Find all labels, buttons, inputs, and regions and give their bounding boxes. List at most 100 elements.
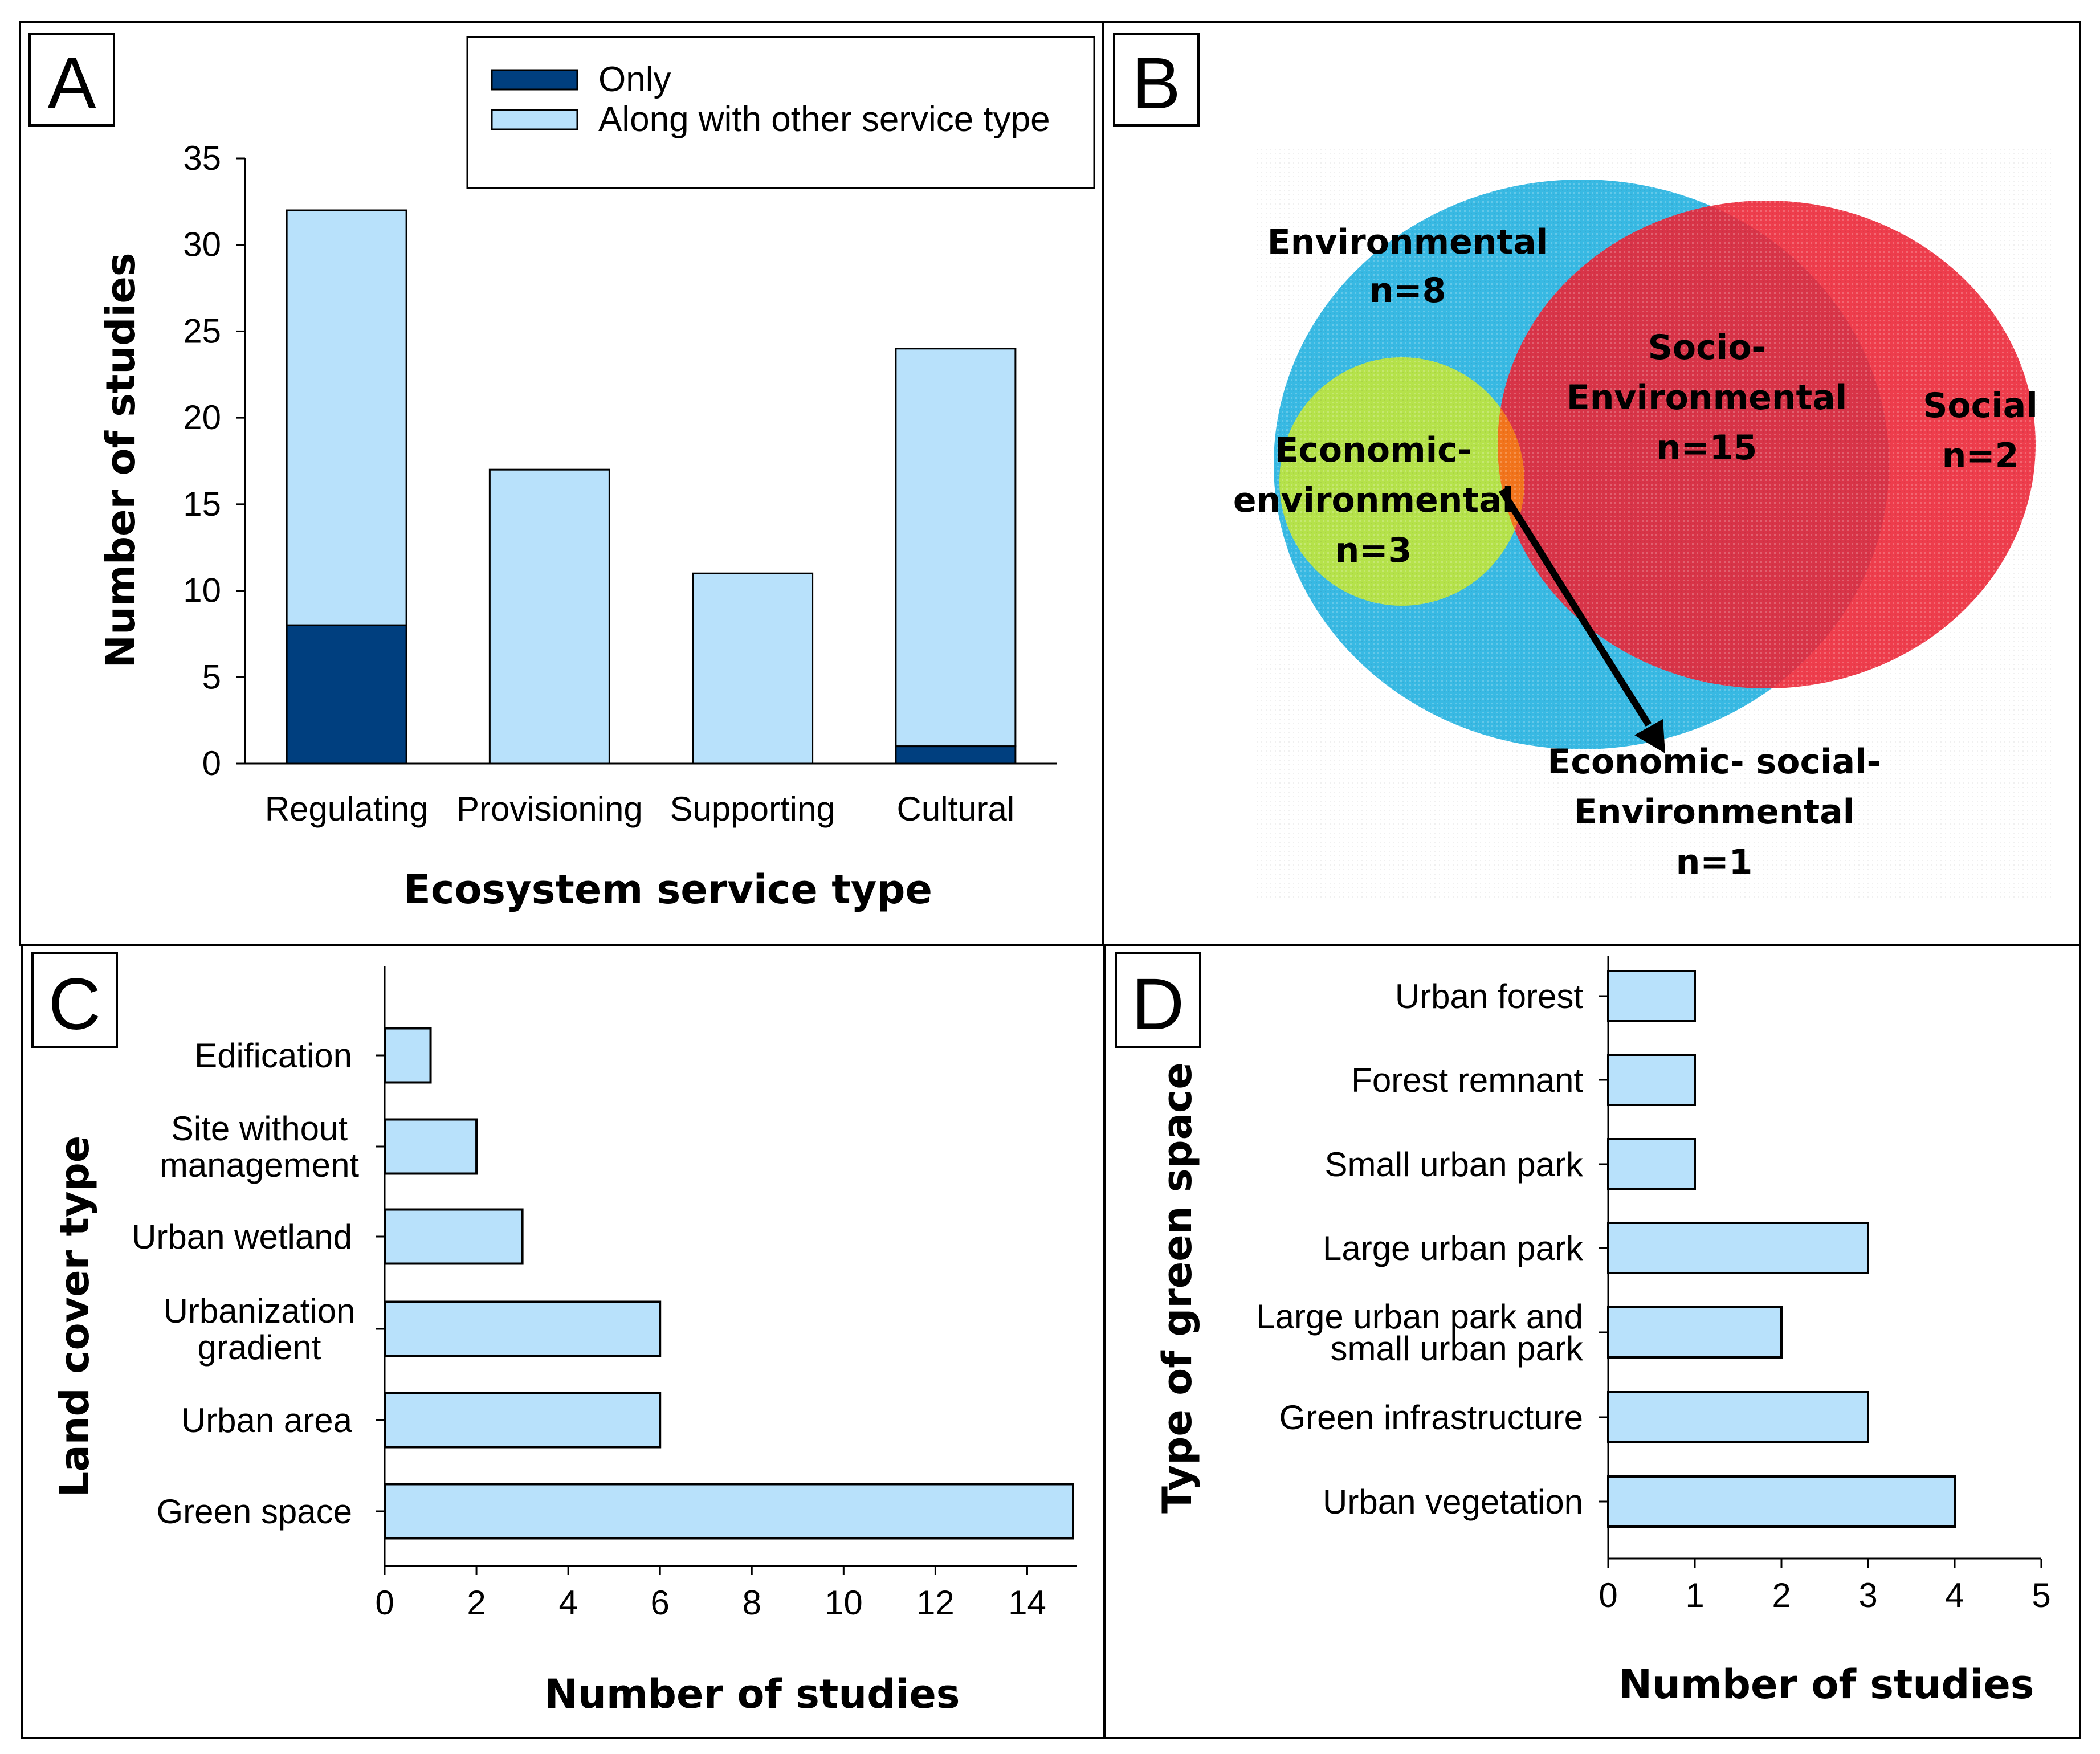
panel-a-label: A: [28, 33, 115, 127]
bar-large-urban-park-and-small-urban-park: [1607, 1306, 1783, 1359]
chart-d-x-tick-label: 4: [1945, 1576, 1964, 1614]
chart-c-x-tick-label: 12: [916, 1584, 955, 1622]
bar-site-without-management: [384, 1118, 478, 1175]
chart-c-x-tick-label: 8: [743, 1584, 761, 1622]
panel-c-letter: C: [48, 964, 101, 1045]
chart-c-x-tick-label: 2: [467, 1584, 486, 1622]
chart-a-y-tick-label: 20: [183, 398, 221, 437]
chart-a-legend: Only Along with other service type: [466, 36, 1095, 189]
bar-urban-forest: [1607, 970, 1696, 1022]
chart-c-x-tick-label: 0: [375, 1584, 394, 1622]
chart-d-x-axis-title: Number of studies: [1619, 1661, 2034, 1708]
chart-a-category-label: Regulating: [265, 790, 429, 828]
chart-d-green-space-type: Type of green space Number of studies 0 1…: [1154, 956, 2051, 1708]
panel-d-label: D: [1115, 952, 1201, 1048]
chart-d-category-label: small urban park: [1330, 1329, 1584, 1368]
chart-c-x-tick-label: 14: [1008, 1584, 1046, 1622]
bar-along-provisioning: [488, 468, 610, 765]
chart-a-y-tick-label: 25: [183, 312, 221, 350]
bar-forest-remnant: [1607, 1054, 1696, 1106]
legend-swatch-only: [491, 69, 578, 91]
chart-d-category-label: Large urban park and: [1256, 1298, 1583, 1336]
venn-diagram: Environmental n=8 Socio- Environmental n…: [1233, 148, 2052, 900]
chart-c-category-label: management: [160, 1146, 360, 1184]
bar-urbanization-gradient: [384, 1300, 662, 1357]
chart-a-category-label: Cultural: [897, 790, 1015, 828]
venn-label-social: Social: [1923, 386, 2038, 426]
venn-count-socio-environmental: n=15: [1657, 428, 1757, 468]
venn-label-socio-line2: Environmental: [1567, 378, 1848, 418]
venn-count-economic-environmental: n=3: [1335, 531, 1412, 570]
chart-d-category-label: Small urban park: [1324, 1145, 1584, 1184]
venn-count-social: n=2: [1942, 436, 2019, 476]
chart-c-x-tick-label: 4: [558, 1584, 577, 1622]
bar-large-urban-park: [1607, 1222, 1869, 1274]
chart-c-land-cover-type: Land cover type Number of studies 0 2 4 6 8 1…: [51, 966, 1077, 1718]
chart-d-x-tick-label: 1: [1685, 1576, 1704, 1614]
chart-c-category-label: Green space: [156, 1492, 352, 1531]
venn-label-triple-line1: Economic- social-: [1547, 742, 1881, 782]
chart-a-y-tick-label: 30: [183, 226, 221, 264]
chart-a-category-label: Supporting: [670, 790, 835, 828]
chart-d-category-label: Green infrastructure: [1279, 1398, 1583, 1437]
bar-green-space: [384, 1483, 1074, 1540]
chart-d-category-label: Large urban park: [1323, 1229, 1584, 1267]
panel-d-letter: D: [1132, 964, 1184, 1045]
venn-label-economic-line2: environmental: [1233, 480, 1514, 520]
chart-d-x-tick-label: 0: [1599, 1576, 1617, 1614]
chart-c-category-label: Site without: [171, 1109, 348, 1148]
chart-d-x-tick-label: 3: [1858, 1576, 1877, 1614]
bar-urban-area: [384, 1392, 662, 1449]
chart-c-category-label: Urban wetland: [132, 1218, 352, 1256]
chart-d-category-label: Urban vegetation: [1323, 1483, 1583, 1521]
venn-pointer-arrowhead: [1634, 719, 1665, 753]
chart-d-y-axis-title: Type of green space: [1154, 1062, 1201, 1514]
bar-edification: [384, 1027, 432, 1084]
chart-c-y-axis-title: Land cover type: [51, 1136, 98, 1497]
bar-urban-wetland: [384, 1208, 524, 1265]
panel-b-letter: B: [1132, 43, 1180, 124]
chart-a-x-axis-title: Ecosystem service type: [403, 866, 932, 913]
venn-count-environmental: n=8: [1369, 271, 1446, 311]
chart-c-category-label: Urbanization: [164, 1292, 356, 1330]
bar-along-cultural: [895, 348, 1017, 748]
venn-label-environmental: Environmental: [1267, 222, 1548, 262]
bar-green-infrastructure: [1607, 1391, 1869, 1443]
panel-b-label: B: [1113, 33, 1200, 127]
chart-c-x-axis-title: Number of studies: [545, 1671, 960, 1718]
panel-d-frame: [1103, 944, 2081, 1739]
chart-c-x-tick-label: 6: [651, 1584, 670, 1622]
chart-c-x-tick-label: 10: [825, 1584, 863, 1622]
chart-d-category-label: Forest remnant: [1351, 1061, 1583, 1099]
bar-urban-vegetation: [1607, 1475, 1956, 1528]
bar-along-supporting: [692, 572, 814, 765]
venn-label-triple-line2: Environmental: [1574, 792, 1855, 832]
chart-d-category-label: Urban forest: [1395, 977, 1583, 1015]
chart-a-y-axis-title: Number of studies: [97, 253, 144, 668]
bar-small-urban-park: [1607, 1138, 1696, 1190]
chart-a-y-tick-label: 5: [202, 658, 221, 696]
venn-pointer-arrow: [1498, 488, 1652, 727]
chart-a-y-tick-label: 10: [183, 572, 221, 610]
chart-c-category-label: Edification: [194, 1037, 352, 1075]
chart-a-y-tick-label: 35: [183, 139, 221, 177]
chart-c-category-label: Urban area: [181, 1401, 353, 1439]
chart-a-category-label: Provisioning: [456, 790, 643, 828]
legend-label-only: Only: [598, 60, 671, 99]
panel-c-label: C: [31, 952, 118, 1048]
venn-label-socio-line1: Socio-: [1648, 328, 1766, 368]
chart-a-y-tick-label: 0: [202, 744, 221, 782]
venn-label-economic-line1: Economic-: [1275, 430, 1471, 470]
chart-a-ecosystem-service-type: Only Along with other service type Numbe…: [97, 36, 1095, 913]
bar-along-regulating: [286, 209, 407, 626]
legend-swatch-along: [491, 109, 578, 130]
chart-c-category-label: gradient: [198, 1328, 321, 1367]
chart-a-y-tick-label: 15: [183, 485, 221, 523]
venn-count-triple: n=1: [1676, 842, 1753, 882]
bar-only-regulating: [286, 624, 407, 765]
chart-d-x-tick-label: 5: [2032, 1576, 2050, 1614]
legend-label-along: Along with other service type: [598, 100, 1050, 139]
chart-d-x-tick-label: 2: [1772, 1576, 1791, 1614]
bar-only-cultural: [895, 745, 1017, 765]
